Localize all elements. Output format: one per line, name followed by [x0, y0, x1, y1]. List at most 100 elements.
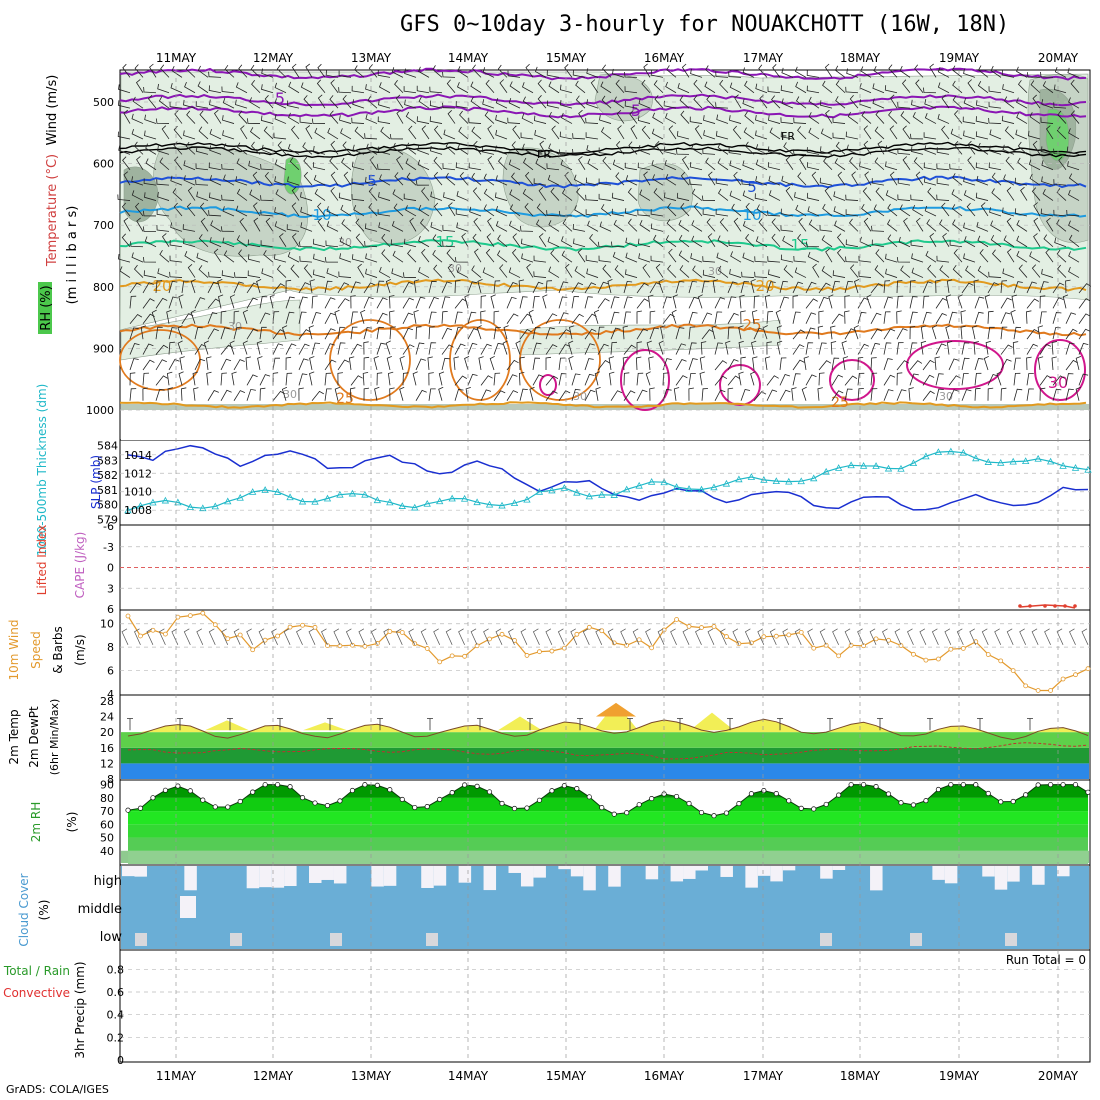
wind-barb-1298: [649, 327, 660, 340]
wind-barb-1524: [699, 371, 705, 386]
wind-barb-879: [964, 236, 976, 248]
wind-barb-1243: [896, 310, 902, 324]
wind-barb-1283: [454, 327, 463, 340]
wind-barb-430: [897, 148, 911, 155]
wind-barb-230: [222, 115, 235, 124]
precip-tick-0.6: 0.6: [107, 986, 125, 999]
rh2m-point-41: [636, 802, 642, 808]
upper-ytick-500: 500: [93, 96, 114, 109]
wind-barb-66: [977, 65, 989, 78]
wind-barb-696: [509, 204, 521, 217]
wind-barb-536: [351, 178, 365, 186]
wind-barb-39: [624, 71, 638, 78]
wind-barb-623: [522, 188, 534, 201]
wind-barb-1613: [896, 389, 907, 401]
wind-barb-165: [342, 95, 352, 109]
lifted-index-line: [1019, 604, 1076, 609]
wind-barb-576: [871, 178, 885, 186]
wind-barb-305: [240, 125, 248, 140]
wind-barb-697: [524, 202, 534, 217]
wind-barb-413: [676, 149, 690, 155]
wind-barb-1603: [766, 389, 778, 401]
wind-barb-1599: [714, 389, 726, 401]
rh2m-point-58: [848, 782, 854, 788]
wind-barb-1301: [688, 326, 696, 340]
wind-barb-1164: [828, 294, 834, 309]
wind-barb-271: [755, 115, 768, 124]
slp-thickness-panel: [120, 444, 1092, 514]
wind10-barb-76: [1069, 628, 1076, 645]
wind-barb-156: [222, 97, 235, 109]
wind-barb-743: [156, 224, 170, 232]
wind-barb-510: [975, 162, 989, 171]
wind10-point-55: [811, 645, 817, 651]
wind10-point-66: [948, 646, 954, 652]
wind-barb-642: [768, 190, 781, 201]
cloud-level-high: high: [94, 874, 122, 889]
wind-barb-1428: [415, 358, 426, 371]
upper-ytick-1000: 1000: [86, 404, 114, 417]
wind-barb-825: [260, 240, 274, 248]
cloud-level-middle: middle: [78, 902, 122, 917]
wind-barb-996: [564, 263, 573, 278]
wind-barb-465: [396, 156, 404, 170]
wind-barb-195: [734, 94, 742, 109]
wind-barb-1318: [909, 326, 916, 340]
temp-tick-16: 16: [100, 742, 114, 755]
wind-barb-38: [612, 68, 625, 78]
label-cloud-cover: Cloud Cover: [17, 873, 31, 946]
label-wind10: 10m Wind: [7, 620, 21, 681]
wind-barb-1525: [714, 375, 728, 386]
wind-barb-1142: [542, 294, 548, 309]
wind-barb-1606: [801, 386, 807, 401]
wind-barb-1455: [764, 356, 771, 371]
wind-barb-411: [655, 141, 664, 155]
rh2m-point-44: [674, 793, 680, 800]
wind-barb-1258: [129, 327, 139, 340]
temp-contour-25-loop-3: [449, 319, 511, 401]
wind-barb-1037: [142, 282, 154, 294]
wind-barb-830: [325, 240, 339, 248]
thickness-point-63: [909, 459, 918, 467]
wind-barb-1305: [738, 325, 744, 340]
wind-barb-210: [924, 99, 937, 109]
wind-barb-844: [512, 233, 521, 247]
wind-barb-559: [652, 174, 664, 186]
wind-barb-1177: [1000, 297, 1012, 309]
contour-label-7: 10: [742, 206, 761, 224]
wind-barb-1116: [207, 298, 221, 309]
cloud-high-gap-5: [184, 866, 197, 891]
wind-barb-716: [767, 210, 781, 217]
wind-barb-1544: [961, 373, 969, 386]
wind-barb-665: [1068, 189, 1080, 201]
wind-barb-71: [1040, 71, 1054, 78]
wind-barb-515: [1041, 160, 1054, 171]
wind-barb-1398: [985, 340, 992, 355]
cloud-high-gap-0: [122, 866, 135, 877]
wind-barb-350: [820, 128, 833, 140]
wind-barb-264: [665, 112, 677, 124]
wind-barb-434: [954, 141, 963, 155]
wind-barb-793: [808, 219, 820, 232]
wind-barb-86: [274, 82, 287, 94]
wind-barb-1403: [1051, 341, 1058, 355]
wind-barb-1383: [792, 344, 805, 355]
wind-barb-966: [169, 271, 183, 278]
wind-barb-93: [365, 84, 378, 94]
wind-barb-1531: [792, 373, 801, 386]
wind-barb-1174: [957, 294, 963, 309]
wind-barb-669: [156, 209, 170, 217]
wind-barb-600: [221, 194, 235, 201]
wind-barb-432: [924, 145, 937, 155]
temp-band-green: [121, 732, 1089, 748]
thickness-point-15: [311, 497, 319, 505]
wind-barb-64: [951, 65, 963, 78]
wind-barb-481: [602, 156, 612, 171]
wind-barb-971: [234, 272, 248, 278]
wind-barb-6: [197, 65, 209, 78]
wind-barb-575: [864, 171, 872, 186]
wind-barb-75: [135, 79, 144, 93]
wind-barb-273: [780, 117, 794, 124]
contour-label-10: 20: [152, 277, 171, 295]
wind-barb-767: [473, 217, 482, 232]
